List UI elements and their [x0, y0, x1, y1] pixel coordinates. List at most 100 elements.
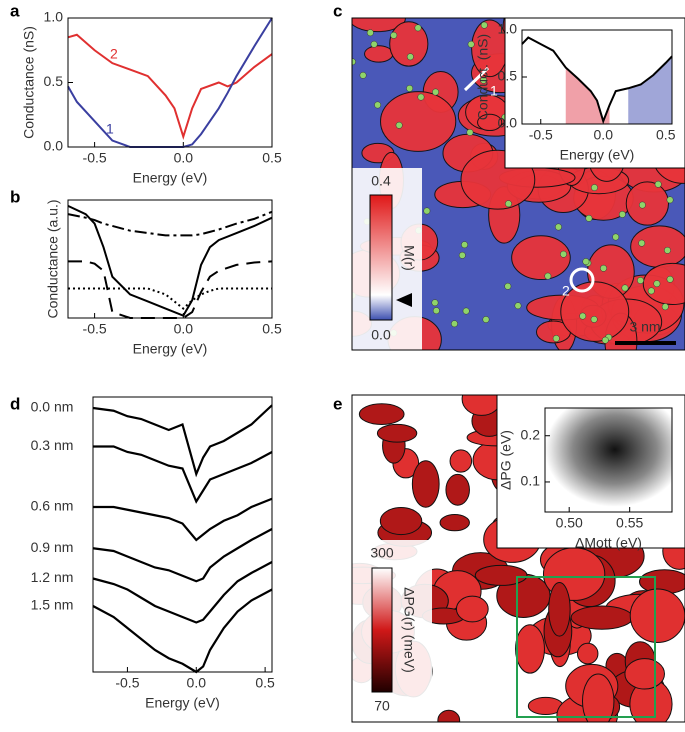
site-dot [467, 40, 475, 48]
map-blob [437, 709, 461, 722]
map-blob [642, 262, 685, 305]
map-blob [630, 225, 685, 268]
series-line [67, 210, 273, 237]
panel-letter: a [10, 1, 20, 20]
x-axis-label: Energy (eV) [560, 147, 635, 163]
x-tick-label: -0.5 [83, 150, 107, 166]
site-dot [618, 210, 626, 218]
site-dot [480, 76, 488, 84]
curve-label: 2 [110, 46, 118, 62]
series-line [67, 17, 273, 148]
site-dot [431, 299, 439, 307]
site-dot [406, 84, 414, 92]
map-blob [515, 624, 545, 674]
y-tick-label: 1.0 [44, 9, 64, 25]
x-tick-label: 0.0 [174, 321, 194, 337]
x-axis-label: Energy (eV) [133, 170, 208, 186]
series-line [521, 36, 673, 125]
plot-frame [67, 17, 273, 148]
series-line [92, 404, 273, 478]
curve-label: 0.6 nm [31, 498, 74, 514]
map-blob [511, 235, 571, 281]
x-tick-label: 0.5 [262, 321, 282, 337]
series-line [93, 445, 273, 504]
site-label: 1 [490, 83, 498, 99]
map-blob [376, 423, 418, 443]
site-dot [417, 93, 425, 101]
y-axis-label: Conduct. (nS) [475, 34, 491, 120]
plot-frame [544, 407, 673, 513]
x-tick-label: 0.55 [616, 515, 643, 531]
site-dot [638, 201, 646, 209]
site-marker [463, 66, 490, 92]
x-tick-label: 0.0 [174, 150, 194, 166]
y-tick-label: 0.0 [498, 115, 518, 131]
map-blob [581, 673, 615, 722]
y-tick-label: 0.5 [498, 68, 518, 84]
map-blob [474, 564, 528, 586]
panel-letter: b [10, 187, 20, 206]
series-line [67, 204, 273, 317]
series-line [68, 287, 272, 310]
map-blob [352, 18, 406, 33]
site-dot [466, 128, 474, 136]
colorbar-pointer [396, 293, 412, 307]
series-line [92, 561, 273, 624]
colorbar-max: 0.4 [371, 173, 391, 189]
map-blob [624, 658, 665, 690]
colorbar-max: 300 [370, 545, 394, 561]
series-line [67, 33, 273, 141]
site-dot [579, 312, 587, 320]
site-dot [480, 21, 488, 29]
scale-bar-label: 3 nm [629, 319, 660, 335]
site-dot [432, 88, 440, 96]
site-dot [590, 315, 598, 323]
site-marker [569, 267, 595, 293]
site-dot [359, 71, 367, 79]
colorbar-label: M(r) [401, 245, 417, 271]
x-tick-label: -0.5 [529, 127, 553, 143]
x-axis-label: Energy (eV) [133, 341, 208, 357]
y-tick-label: 0.0 [44, 138, 64, 154]
site-dot [395, 121, 403, 129]
y-axis-label: Conductance (a.u.) [45, 199, 61, 318]
site-dot [666, 196, 674, 204]
site-dot [653, 280, 661, 288]
site-dot [560, 250, 567, 258]
site-dot [504, 282, 512, 290]
map-blob [570, 605, 634, 630]
y-tick-label: 0.2 [521, 426, 541, 442]
x-tick-label: -0.5 [83, 321, 107, 337]
map-blob [576, 642, 599, 665]
curve-label: 1.2 nm [31, 569, 74, 585]
map-blob [477, 113, 503, 132]
curve-label: 0.3 nm [31, 437, 74, 453]
site-label: 2 [562, 283, 570, 299]
plot-frame [521, 29, 673, 125]
map-blob [461, 395, 502, 416]
colorbar-min: 70 [374, 698, 390, 714]
x-tick-label: 0.0 [187, 675, 207, 691]
colorbar-label: ΔPG(r) (meV) [401, 587, 417, 673]
site-dot [647, 287, 655, 295]
map-blob [380, 91, 457, 152]
site-dot [591, 184, 598, 192]
map-blob [364, 45, 394, 63]
plot-frame [92, 396, 273, 673]
x-tick-label: 0.0 [594, 127, 614, 143]
site-dot [664, 246, 671, 254]
site-dot [451, 320, 458, 328]
colorbar [369, 194, 393, 321]
panel-letter: c [333, 1, 342, 20]
site-dot [414, 24, 422, 32]
map-blob [439, 513, 470, 532]
map-blob [629, 588, 685, 643]
series-line [92, 528, 273, 583]
map-blob [389, 21, 429, 67]
site-dot [390, 31, 398, 39]
x-axis-label: ΔMott (eV) [575, 535, 642, 551]
site-dot [374, 101, 382, 109]
colorbar [371, 567, 393, 693]
site-dot [661, 303, 669, 311]
